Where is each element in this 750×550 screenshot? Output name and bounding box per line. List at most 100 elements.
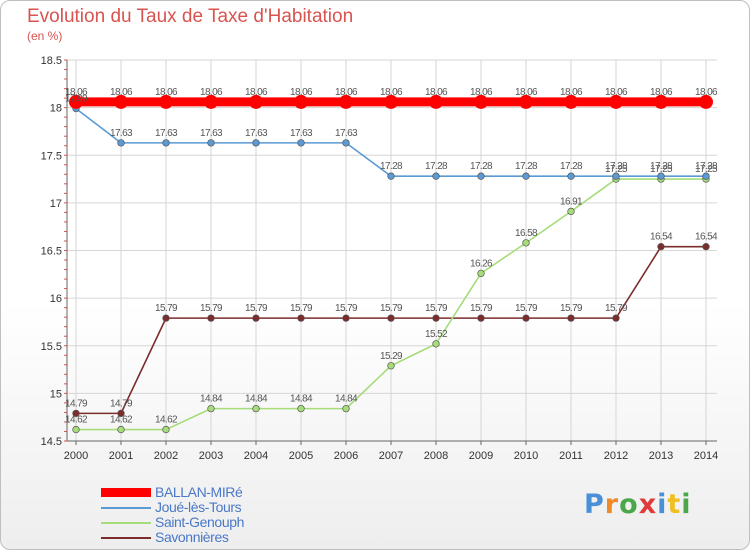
x-tick-label: 2008 <box>424 450 448 462</box>
data-point <box>297 404 305 413</box>
data-label: 18.06 <box>110 87 133 98</box>
data-label: 18.06 <box>425 87 448 98</box>
data-point <box>384 94 398 109</box>
data-point <box>522 172 530 180</box>
x-tick-label: 2014 <box>694 450 718 462</box>
data-point <box>657 243 665 251</box>
data-label: 15.79 <box>245 303 268 314</box>
data-point <box>162 314 170 322</box>
data-label: 15.79 <box>155 303 178 314</box>
data-point <box>159 94 173 109</box>
data-point <box>207 404 215 413</box>
legend-label: Savonnières <box>155 529 229 545</box>
data-label: 17.63 <box>155 128 178 139</box>
data-label: 17.63 <box>335 128 358 139</box>
data-label: 14.84 <box>245 394 268 405</box>
data-point <box>342 139 350 147</box>
data-point <box>252 314 260 322</box>
data-label: 18.06 <box>335 87 358 98</box>
data-label: 14.84 <box>200 394 223 405</box>
data-label: 17.63 <box>110 128 133 139</box>
data-point <box>519 94 533 109</box>
data-label: 15.79 <box>470 303 493 314</box>
grid-layer <box>67 59 717 442</box>
data-label: 18.06 <box>605 87 628 98</box>
series-layer <box>69 94 713 434</box>
y-tick-label: 16.5 <box>41 246 62 258</box>
data-label: 14.79 <box>110 398 133 409</box>
data-label: 15.29 <box>380 351 403 362</box>
logo-letter: P <box>584 489 605 520</box>
logo-letter: i <box>681 489 692 520</box>
axis-layer: 14.5 15 15.5 16 16.5 17 17.5 18 18.5 2000 2001 2002… <box>41 55 719 462</box>
data-point <box>567 314 575 322</box>
x-tick-label: 2012 <box>604 450 628 462</box>
data-point <box>162 139 170 147</box>
data-point <box>702 243 710 251</box>
x-tick-label: 2010 <box>514 450 538 462</box>
y-tick-label: 15 <box>50 388 62 400</box>
data-point <box>609 94 623 109</box>
data-label: 16.54 <box>650 232 673 243</box>
data-label: 15.79 <box>290 303 313 314</box>
data-point <box>477 269 485 278</box>
data-label: 17.25 <box>605 164 628 175</box>
y-tick-label: 18 <box>50 103 62 115</box>
data-label: 17.28 <box>695 161 718 172</box>
logo-letter: x <box>638 489 658 520</box>
data-point <box>297 314 305 322</box>
data-label: 17.28 <box>515 161 538 172</box>
data-label: 17.28 <box>425 161 448 172</box>
data-label: 16.26 <box>470 258 493 269</box>
data-point <box>117 425 125 434</box>
x-tick-label: 2013 <box>649 450 673 462</box>
legend-swatch-savonnieres <box>101 537 151 539</box>
data-label: 14.62 <box>110 415 133 426</box>
x-tick-label: 2006 <box>334 450 358 462</box>
logo-letter: t <box>667 489 682 520</box>
data-point <box>162 425 170 434</box>
data-label: 18.06 <box>290 87 313 98</box>
x-tick-label: 2002 <box>154 450 178 462</box>
data-point <box>432 314 440 322</box>
data-point <box>207 139 215 147</box>
data-label: 18.06 <box>155 87 178 98</box>
data-label: 16.54 <box>695 232 718 243</box>
data-point <box>72 409 80 418</box>
data-label: 14.84 <box>335 394 358 405</box>
data-label: 17.63 <box>200 128 223 139</box>
data-point <box>252 404 260 413</box>
proxiti-logo[interactable]: Proxiti <box>584 489 692 520</box>
data-label: 15.79 <box>380 303 403 314</box>
data-label: 18.06 <box>380 87 403 98</box>
x-tick-label: 2005 <box>289 450 313 462</box>
data-label: 17.25 <box>695 164 718 175</box>
x-tick-label: 2007 <box>379 450 403 462</box>
data-label: 15.79 <box>605 303 628 314</box>
y-tick-label: 15.5 <box>41 341 62 353</box>
data-label: 17.28 <box>560 161 583 172</box>
data-point <box>522 239 530 247</box>
data-point <box>522 314 530 322</box>
data-label: 18.06 <box>560 87 583 98</box>
data-label: 15.79 <box>335 303 358 314</box>
data-label: 15.79 <box>515 303 538 314</box>
data-label: 16.58 <box>515 228 538 239</box>
data-label: 18.06 <box>515 87 538 98</box>
data-label: 18.06 <box>200 87 223 98</box>
data-label: 14.62 <box>155 415 178 426</box>
data-point <box>114 94 128 109</box>
data-point <box>339 94 353 109</box>
legend-swatch-saint-genouph <box>101 522 151 524</box>
data-label: 17.28 <box>650 161 673 172</box>
y-tick-label: 18.5 <box>41 55 62 67</box>
data-label: 16.91 <box>560 196 583 207</box>
data-label: 15.79 <box>560 303 583 314</box>
data-point <box>387 172 395 180</box>
data-label: 18.06 <box>695 87 718 98</box>
data-point <box>387 362 395 370</box>
data-point <box>387 314 395 322</box>
data-point <box>564 94 578 109</box>
data-label: 15.52 <box>425 329 448 340</box>
